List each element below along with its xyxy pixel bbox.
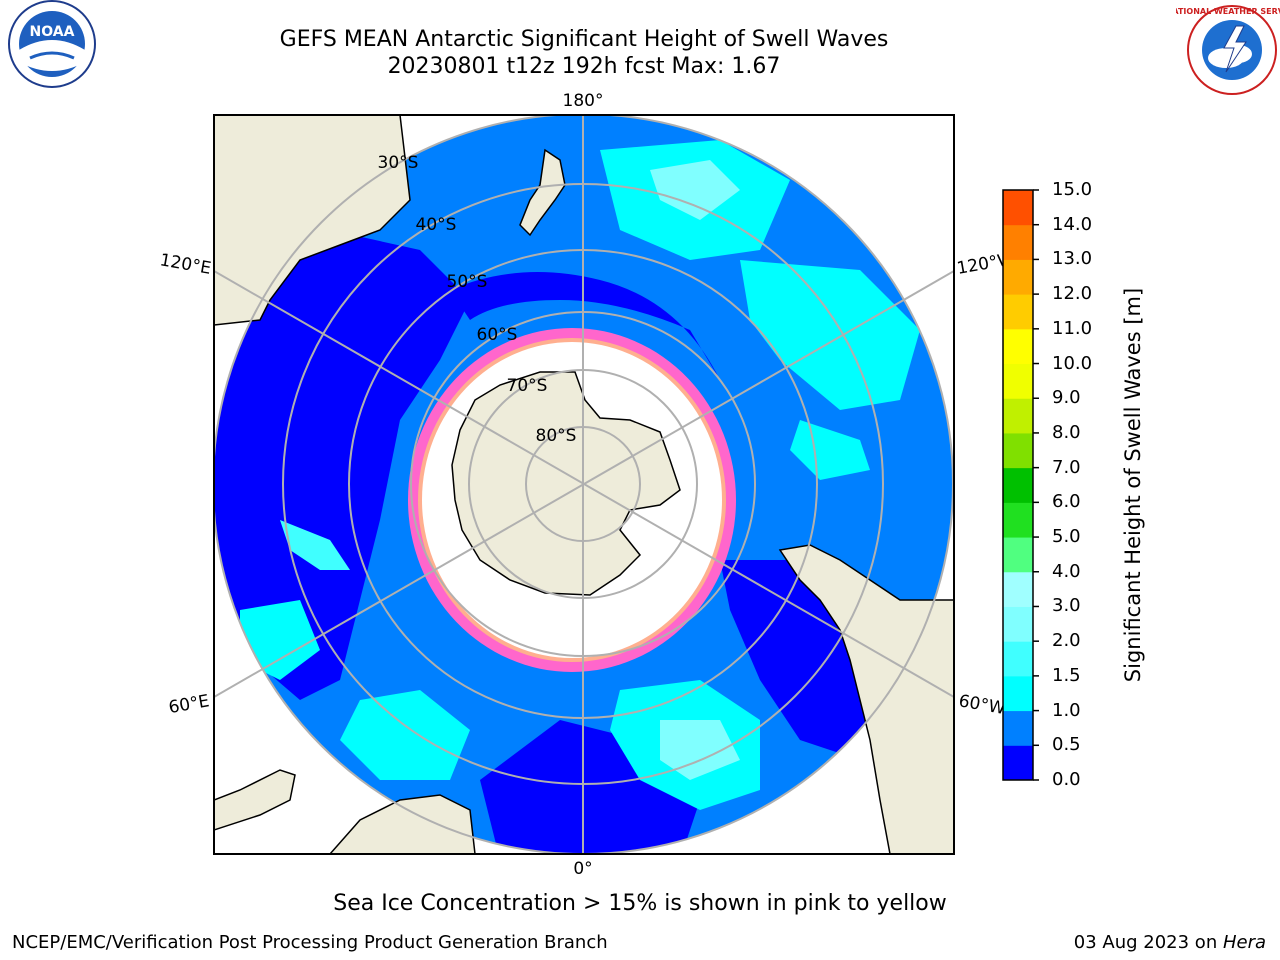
colorbar-tick-label: 0.5 [1052,734,1081,756]
lon-label-upper-left: 120°E [158,250,212,279]
colorbar-tick-label: 7.0 [1052,456,1081,478]
colorbar-segment [1003,328,1033,365]
colorbar-label: Significant Height of Swell Waves [m] [1121,287,1145,683]
colorbar-segment [1003,363,1033,399]
colorbar-tick-label: 10.0 [1052,352,1093,374]
map-frame [213,114,955,855]
swell-patch-3 [790,420,870,480]
colorbar-segment [1003,641,1033,677]
nws-logo-text: NATIONAL WEATHER SERVICE [1176,7,1280,16]
colorbar-segment [1003,537,1033,573]
national-weather-service-logo: NATIONAL WEATHER SERVICE [1176,5,1280,95]
colorbar-segments [1003,190,1033,781]
date-stamp: 03 Aug 2023 on Hera [1074,932,1266,953]
swell-patch-8 [650,160,740,220]
lon-label-bottom: 0° [573,859,592,879]
swell-patch-6 [240,600,320,680]
colorbar-tick-label: 4.0 [1052,560,1081,582]
swell-patch-4 [340,690,470,780]
colorbar-segment [1003,606,1033,642]
host-text: Hera [1222,932,1266,953]
chart-subtitle: 20230801 t12z 192h fcst Max: 1.67 [387,54,781,79]
colorbar-tick-label: 3.0 [1052,595,1081,617]
colorbar-tick-label: 14.0 [1052,213,1093,235]
colorbar-tick-label: 6.0 [1052,491,1081,513]
colorbar-frame [1002,189,1034,781]
colorbar-segment [1003,190,1033,226]
date-text: 03 Aug 2023 on [1073,932,1223,953]
australia [214,115,411,326]
lat-label-60s: 60°S [477,325,518,345]
swell-patch-7 [280,520,350,570]
swell-patch-9 [660,720,740,780]
colorbar-segment [1003,710,1033,746]
swell-height-field [214,115,953,854]
colorbar-tick-marks [1033,189,1039,781]
colorbar-tick-label: 12.0 [1052,283,1093,305]
colorbar-segment [1003,224,1033,260]
colorbar-segment [1003,675,1033,712]
colorbar-segment [1003,502,1033,538]
chart-title: GEFS MEAN Antarctic Significant Height o… [279,27,889,52]
colorbar-segment [1003,398,1033,434]
low-swell-band-north [450,272,720,380]
colorbar [1002,189,1039,781]
africa [328,794,476,854]
colorbar-segment [1003,432,1033,469]
colorbar-tick-label: 0.0 [1052,769,1081,790]
lat-label-50s: 50°S [447,272,488,292]
colorbar-segment [1003,745,1033,781]
colorbar-segment [1003,259,1033,295]
colorbar-segment [1003,467,1033,503]
madagascar [214,769,296,831]
noaa-logo: NOAA [8,0,96,88]
lat-label-40s: 40°S [416,215,457,235]
credit-text: NCEP/EMC/Verification Post Processing Pr… [12,932,608,953]
colorbar-segment [1003,294,1033,330]
colorbar-tick-label: 2.0 [1052,630,1081,652]
colorbar-tick-label: 5.0 [1052,526,1081,548]
colorbar-tick-label: 1.0 [1052,699,1081,721]
low-swell-region-west [214,230,470,700]
antarctica [451,371,681,596]
colorbar-tick-label: 11.0 [1052,317,1093,339]
swell-patch-2 [740,260,920,410]
meridian-60e-120w [214,270,954,698]
colorbar-tick-label: 13.0 [1052,248,1093,270]
new-zealand [519,148,566,237]
lat-label-80s: 80°S [536,426,577,446]
colorbar-tick-label: 9.0 [1052,387,1081,409]
sea-ice-caption: Sea Ice Concentration > 15% is shown in … [333,891,947,916]
colorbar-segment [1003,571,1033,607]
colorbar-tick-label: 8.0 [1052,421,1081,443]
noaa-logo-text: NOAA [30,24,75,40]
land [214,115,954,854]
lat-label-70s: 70°S [507,376,548,396]
colorbar-tick-label: 1.5 [1052,664,1081,686]
south-america [778,544,954,854]
lat-label-30s: 30°S [378,153,419,173]
lon-label-lower-left: 60°E [167,691,211,718]
colorbar-tick-label: 15.0 [1052,179,1093,200]
lon-label-top: 180° [563,91,604,111]
